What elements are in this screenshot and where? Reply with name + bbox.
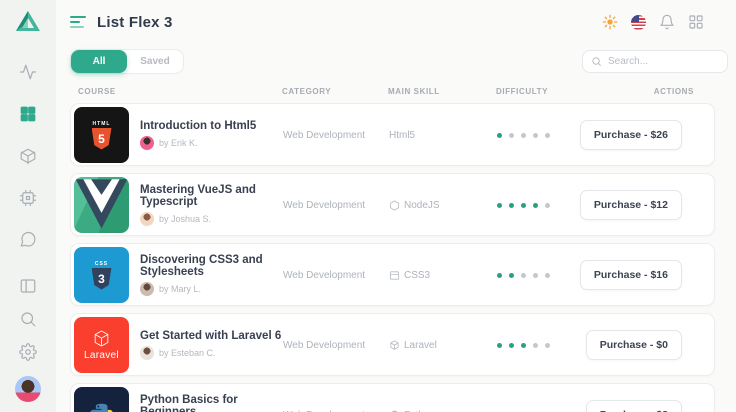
skill-cell: CSS3 — [389, 270, 497, 281]
course-thumbnail-css3-logo: CSS 3 — [74, 247, 129, 303]
purchase-button[interactable]: Purchase - $26 — [579, 120, 682, 150]
user-avatar[interactable] — [15, 376, 41, 402]
course-thumbnail-html5-logo: HTML 5 — [74, 107, 129, 163]
category-cell: Web Development — [283, 339, 366, 351]
category-cell: Web Development — [283, 410, 389, 412]
controls-row: All Saved — [70, 49, 728, 74]
tab-saved[interactable]: Saved — [140, 56, 170, 67]
course-thumbnail-python-logo — [74, 387, 129, 412]
filter-tabs: All Saved — [70, 49, 184, 74]
column-header-category: CATEGORY — [282, 87, 332, 96]
difficulty-dots — [497, 202, 571, 208]
table-header: COURSE CATEGORY MAIN SKILL DIFFICULTY AC… — [70, 87, 715, 96]
bell-notifications-icon[interactable] — [659, 14, 675, 30]
search-box[interactable] — [582, 50, 728, 73]
window-icon — [389, 270, 400, 280]
app-logo-icon[interactable] — [15, 9, 41, 33]
course-title: Get Started with Laravel 6 — [140, 330, 282, 342]
author-name: by Erik K. — [159, 138, 198, 148]
course-row[interactable]: Laravel Get Started with Laravel 6 by Es… — [70, 313, 715, 376]
course-list: COURSE CATEGORY MAIN SKILL DIFFICULTY AC… — [70, 87, 715, 412]
cube-icon — [390, 340, 399, 350]
purchase-button[interactable]: Purchase - $12 — [579, 190, 682, 220]
gear-icon[interactable] — [19, 343, 37, 361]
author-name: by Joshua S. — [159, 214, 212, 224]
search-input[interactable] — [608, 56, 719, 67]
python-logo-icon — [90, 403, 113, 412]
author-name: by Mary L. — [159, 284, 202, 294]
course-title: Python Basics for Beginners — [140, 394, 238, 412]
page-title: List Flex 3 — [97, 13, 173, 31]
skill-cell: Laravel — [389, 340, 497, 351]
author-avatar — [140, 282, 154, 296]
category-cell: Web Development — [283, 129, 366, 141]
topbar: List Flex 3 — [70, 6, 728, 38]
cpu-icon[interactable] — [19, 189, 37, 207]
sidebar-bottom-nav — [15, 277, 41, 402]
main-content: List Flex 3 All Saved COURSE CATEGORY — [56, 0, 736, 412]
chat-bubble-icon[interactable] — [19, 231, 37, 249]
tab-all[interactable]: All — [71, 50, 127, 73]
search-icon — [592, 57, 601, 66]
course-title: Discovering CSS3 and Stylesheets — [140, 254, 263, 278]
search-icon[interactable] — [19, 310, 37, 328]
author-avatar — [140, 346, 154, 360]
author-avatar — [140, 136, 154, 150]
course-title: Mastering VueJS and Typescript — [140, 184, 256, 208]
category-cell: Web Development — [283, 199, 366, 211]
laravel-cube-icon — [94, 330, 109, 347]
course-row[interactable]: Mastering VueJS and Typescript by Joshua… — [70, 173, 715, 236]
purchase-button[interactable]: Purchase - $8 — [585, 400, 682, 412]
skill-cell: NodeJS — [389, 200, 497, 211]
sun-theme-icon[interactable] — [602, 14, 618, 30]
author-avatar — [140, 212, 154, 226]
layout-panel-icon[interactable] — [19, 277, 37, 295]
column-header-main-skill: MAIN SKILL — [388, 87, 440, 96]
dashboard-grid-icon[interactable] — [19, 105, 37, 123]
course-row[interactable]: Python Basics for Beginners by Esteban C… — [70, 383, 715, 412]
column-header-course: COURSE — [78, 87, 116, 96]
course-title: Introduction to Html5 — [140, 120, 257, 132]
skill-cell: Html5 — [389, 129, 416, 141]
hexagon-icon — [390, 200, 399, 210]
category-cell: Web Development — [283, 269, 366, 281]
difficulty-dots — [497, 272, 571, 278]
purchase-button[interactable]: Purchase - $16 — [579, 260, 682, 290]
package-box-icon[interactable] — [19, 147, 37, 165]
purchase-button[interactable]: Purchase - $0 — [585, 330, 682, 360]
column-header-difficulty: DIFFICULTY — [496, 87, 549, 96]
apps-grid-icon[interactable] — [688, 14, 704, 30]
course-row[interactable]: CSS 3 Discovering CSS3 and Stylesheets b… — [70, 243, 715, 306]
difficulty-dots — [497, 132, 571, 138]
us-flag-language-icon[interactable] — [631, 14, 646, 30]
activity-icon[interactable] — [19, 63, 37, 81]
sidebar-nav — [19, 63, 37, 249]
sidebar — [0, 0, 56, 412]
menu-toggle-icon[interactable] — [70, 16, 86, 28]
difficulty-dots — [497, 342, 571, 348]
course-row[interactable]: HTML 5 Introduction to Html5 by Erik K. … — [70, 103, 715, 166]
topbar-icons — [602, 14, 728, 30]
author-name: by Esteban C. — [159, 348, 216, 358]
column-header-actions: ACTIONS — [653, 87, 694, 96]
course-thumbnail-laravel-logo: Laravel — [74, 317, 129, 373]
course-thumbnail-vuejs-logo — [74, 177, 129, 233]
